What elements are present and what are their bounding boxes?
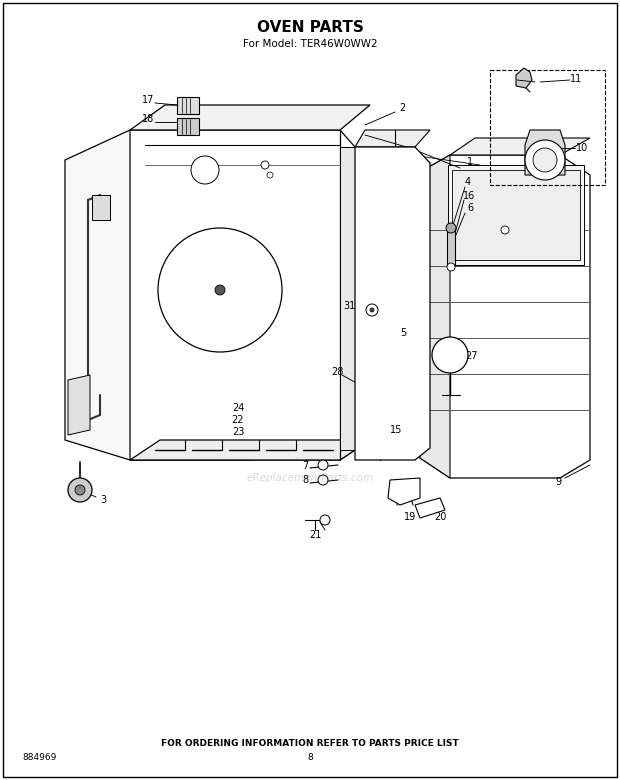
Bar bbox=[92, 195, 110, 220]
Circle shape bbox=[267, 172, 273, 178]
Bar bbox=[448, 165, 584, 265]
Circle shape bbox=[370, 308, 374, 312]
Polygon shape bbox=[68, 375, 90, 435]
Polygon shape bbox=[130, 105, 370, 130]
Text: 4: 4 bbox=[465, 177, 471, 187]
Text: 2: 2 bbox=[399, 103, 405, 113]
Bar bbox=[452, 170, 580, 260]
Circle shape bbox=[442, 347, 458, 363]
Text: 19: 19 bbox=[404, 512, 416, 522]
Circle shape bbox=[432, 337, 468, 373]
Text: 1: 1 bbox=[467, 157, 473, 167]
Text: 16: 16 bbox=[463, 191, 475, 201]
Text: 10: 10 bbox=[576, 143, 588, 153]
Polygon shape bbox=[516, 68, 532, 88]
Circle shape bbox=[447, 263, 455, 271]
Text: 8: 8 bbox=[302, 475, 308, 485]
Text: 20: 20 bbox=[434, 512, 446, 522]
Bar bbox=[420, 260, 432, 272]
Text: 17: 17 bbox=[142, 95, 154, 105]
Polygon shape bbox=[340, 147, 355, 450]
Text: 3: 3 bbox=[100, 495, 106, 505]
Bar bbox=[373, 300, 381, 340]
Circle shape bbox=[501, 226, 509, 234]
Polygon shape bbox=[65, 130, 265, 460]
Bar bbox=[177, 118, 199, 135]
Polygon shape bbox=[415, 498, 445, 518]
Polygon shape bbox=[130, 440, 370, 460]
Text: 18: 18 bbox=[142, 114, 154, 124]
Polygon shape bbox=[355, 147, 430, 460]
Text: 28: 28 bbox=[331, 367, 343, 377]
Bar bbox=[177, 97, 199, 114]
Polygon shape bbox=[450, 138, 590, 155]
Bar bbox=[420, 360, 432, 372]
Text: 21: 21 bbox=[309, 530, 321, 540]
Text: For Model: TER46W0WW2: For Model: TER46W0WW2 bbox=[242, 39, 378, 49]
Circle shape bbox=[525, 140, 565, 180]
Bar bbox=[490, 70, 605, 185]
Circle shape bbox=[533, 148, 557, 172]
Text: 884969: 884969 bbox=[22, 753, 56, 761]
Text: 27: 27 bbox=[465, 351, 477, 361]
Text: 31: 31 bbox=[343, 301, 355, 311]
Polygon shape bbox=[388, 478, 420, 505]
Text: 5: 5 bbox=[400, 328, 406, 338]
Polygon shape bbox=[525, 130, 565, 175]
Circle shape bbox=[318, 460, 328, 470]
Text: 22: 22 bbox=[232, 415, 244, 425]
Circle shape bbox=[68, 478, 92, 502]
Text: 6: 6 bbox=[467, 203, 473, 213]
Circle shape bbox=[261, 161, 269, 169]
Circle shape bbox=[215, 285, 225, 295]
Polygon shape bbox=[420, 155, 590, 478]
Text: 7: 7 bbox=[302, 461, 308, 471]
Circle shape bbox=[446, 223, 456, 233]
Circle shape bbox=[318, 475, 328, 485]
Bar bbox=[420, 200, 432, 212]
Text: FOR ORDERING INFORMATION REFER TO PARTS PRICE LIST: FOR ORDERING INFORMATION REFER TO PARTS … bbox=[161, 739, 459, 747]
Circle shape bbox=[158, 228, 282, 352]
Text: 24: 24 bbox=[232, 403, 244, 413]
Polygon shape bbox=[420, 155, 450, 478]
Text: 9: 9 bbox=[555, 477, 561, 487]
Text: 8: 8 bbox=[307, 753, 313, 761]
Circle shape bbox=[191, 156, 219, 184]
Polygon shape bbox=[130, 130, 355, 460]
Circle shape bbox=[75, 485, 85, 495]
Bar bbox=[447, 230, 455, 265]
Text: 11: 11 bbox=[570, 74, 582, 84]
Polygon shape bbox=[355, 130, 430, 147]
Text: 23: 23 bbox=[232, 427, 244, 437]
Text: 15: 15 bbox=[390, 425, 402, 435]
Bar bbox=[420, 310, 432, 322]
Text: OVEN PARTS: OVEN PARTS bbox=[257, 20, 363, 36]
Circle shape bbox=[366, 304, 378, 316]
Circle shape bbox=[320, 515, 330, 525]
Text: eReplacementParts.com: eReplacementParts.com bbox=[246, 473, 374, 483]
